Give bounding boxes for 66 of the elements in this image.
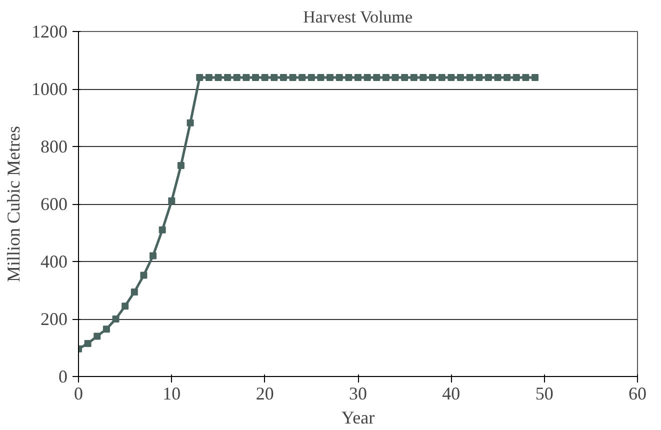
point (382, 74, 390, 81)
point (317, 74, 324, 81)
point (168, 197, 176, 204)
point (177, 162, 184, 169)
point (252, 74, 260, 81)
point (102, 326, 110, 333)
point (261, 74, 268, 81)
point (289, 74, 296, 81)
point (429, 74, 436, 81)
point (532, 74, 539, 81)
point (280, 74, 287, 81)
point (150, 252, 157, 260)
point (308, 74, 315, 81)
point (186, 119, 194, 126)
point (438, 74, 446, 81)
point (205, 74, 212, 81)
x-tick-label: 40 (442, 384, 460, 404)
point (84, 340, 92, 347)
point (456, 74, 464, 81)
point (512, 74, 520, 81)
point (233, 74, 240, 81)
x-tick-label: 10 (162, 384, 181, 404)
y-tick-label: 200 (40, 309, 68, 329)
point (140, 272, 148, 279)
y-tick-label: 1200 (32, 22, 68, 42)
chart-title: Harvest Volume (303, 8, 413, 26)
point (242, 74, 250, 81)
point (122, 302, 129, 310)
point (214, 74, 222, 81)
point (94, 332, 101, 340)
x-tick-label: 50 (535, 384, 554, 404)
y-tick-label: 800 (40, 136, 68, 156)
point (364, 74, 371, 81)
point (476, 74, 483, 81)
x-tick-label: 0 (74, 384, 83, 404)
point (504, 74, 511, 81)
y-tick-label: 0 (58, 366, 68, 386)
point (112, 316, 120, 322)
point (373, 74, 380, 81)
y-axis-title: Million Cubic Metres (4, 126, 24, 282)
point (420, 74, 427, 81)
point (354, 74, 362, 81)
point (130, 288, 138, 296)
point (270, 74, 278, 81)
point (326, 74, 334, 81)
point (484, 74, 492, 81)
point (466, 74, 474, 81)
x-tick-label: 20 (256, 384, 274, 404)
x-tick-label: 30 (349, 384, 367, 404)
point (392, 74, 399, 81)
point (494, 74, 502, 81)
point (158, 226, 166, 234)
point (448, 74, 455, 81)
x-axis-title: Year (341, 408, 375, 428)
point (410, 74, 418, 81)
point (336, 74, 343, 81)
point (298, 74, 306, 81)
y-tick-label: 400 (40, 252, 68, 272)
point (224, 74, 232, 81)
x-tick-label: 60 (628, 384, 646, 404)
point (522, 74, 530, 81)
y-tick-label: 1000 (32, 79, 68, 99)
y-tick-label: 600 (40, 194, 68, 214)
point (401, 74, 408, 81)
point (196, 74, 204, 81)
point (345, 74, 352, 81)
